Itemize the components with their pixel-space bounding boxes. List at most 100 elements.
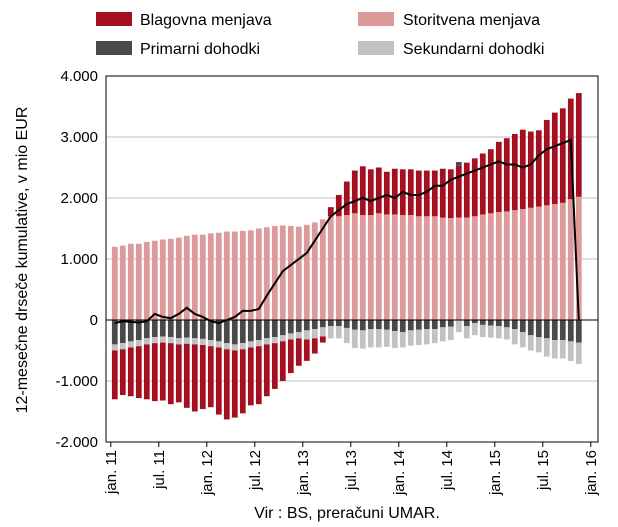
bar: [239, 320, 246, 344]
bar: [503, 211, 510, 320]
bar: [391, 330, 398, 349]
bar: [279, 335, 286, 342]
bar: [207, 320, 214, 341]
bar: [383, 171, 390, 215]
bar: [455, 165, 462, 218]
bar: [471, 216, 478, 320]
bar: [127, 243, 134, 320]
bar: [271, 343, 278, 389]
bar: [191, 338, 198, 345]
bar: [303, 339, 310, 361]
bar: [407, 215, 414, 320]
legend: Blagovna menjava Storitvena menjava Prim…: [96, 12, 544, 58]
x-tick-label: jul. 13: [343, 450, 360, 491]
bar: [551, 320, 558, 341]
net-line: [114, 138, 580, 325]
bar: [335, 326, 342, 339]
bar: [127, 341, 134, 348]
bar: [495, 326, 502, 339]
bar: [343, 320, 350, 328]
bar: [431, 329, 438, 344]
bar: [359, 215, 366, 320]
bar: [279, 320, 286, 336]
bar: [383, 214, 390, 320]
bar: [295, 226, 302, 320]
bar: [263, 338, 270, 345]
bar: [135, 243, 142, 320]
bar: [167, 337, 174, 344]
bar: [151, 337, 158, 344]
bar: [143, 320, 150, 339]
legend-label-blagovna: Blagovna menjava: [140, 12, 272, 29]
bar: [199, 320, 206, 339]
bar: [519, 129, 526, 209]
bar: [423, 216, 430, 320]
bar: [575, 342, 582, 364]
bar: [519, 332, 526, 348]
bar: [415, 170, 422, 217]
bar: [543, 119, 550, 206]
legend-swatch-storitvena: [358, 12, 394, 26]
bar: [447, 326, 454, 341]
bar: [335, 216, 342, 320]
bar: [367, 329, 374, 348]
bar: [383, 329, 390, 347]
bar: [375, 213, 382, 320]
bar: [527, 320, 534, 336]
x-tick-label: jan. 11: [103, 450, 120, 495]
x-tick-label: jan. 14: [391, 450, 408, 496]
bar: [327, 326, 334, 339]
bar: [551, 112, 558, 205]
bar: [159, 342, 166, 401]
bar: [351, 320, 358, 330]
bar: [359, 166, 366, 216]
bar: [535, 337, 542, 353]
bar: [343, 215, 350, 320]
bar: [367, 320, 374, 330]
bar: [183, 343, 190, 408]
bar: [183, 320, 190, 338]
bar: [239, 343, 246, 350]
x-tick-label: jul. 12: [247, 450, 264, 491]
legend-swatch-blagovna: [96, 12, 132, 26]
bar: [407, 330, 414, 346]
bar: [311, 320, 318, 330]
bar: [143, 338, 150, 345]
bar: [495, 141, 502, 213]
bar: [399, 332, 406, 348]
bar: [319, 219, 326, 320]
x-tick-labels: jan. 11 jul. 11 jan. 12 jul. 12 jan. 13 jul. …: [103, 442, 600, 496]
bar: [455, 320, 462, 333]
bar: [119, 245, 126, 320]
bar: [223, 231, 230, 320]
bar: [231, 344, 238, 351]
bar: [255, 228, 262, 320]
bar: [463, 217, 470, 320]
y-tick-labels: -2.000 -1.000 0 1.000 2.000 3.000 4.000: [55, 68, 98, 451]
bar: [439, 168, 446, 218]
bar: [247, 341, 254, 348]
x-tick-label: jul. 15: [535, 450, 552, 491]
bar: [511, 329, 518, 345]
bar: [575, 93, 582, 197]
bar: [543, 205, 550, 320]
bar: [463, 326, 470, 339]
y-tick-label: 0: [90, 312, 98, 329]
bar: [431, 216, 438, 320]
legend-label-primarni: Primarni dohodki: [140, 41, 260, 58]
bar: [519, 208, 526, 320]
bar: [279, 341, 286, 381]
bar: [295, 332, 302, 339]
bar: [327, 216, 334, 320]
bar: [175, 320, 182, 339]
bar: [447, 169, 454, 219]
bar: [143, 344, 150, 400]
bar: [215, 320, 222, 342]
bar: [127, 347, 134, 397]
bar: [255, 340, 262, 347]
bar: [159, 336, 166, 343]
bar: [223, 320, 230, 344]
bar: [215, 341, 222, 348]
y-tick-label: 2.000: [60, 190, 98, 207]
bar: [167, 343, 174, 405]
